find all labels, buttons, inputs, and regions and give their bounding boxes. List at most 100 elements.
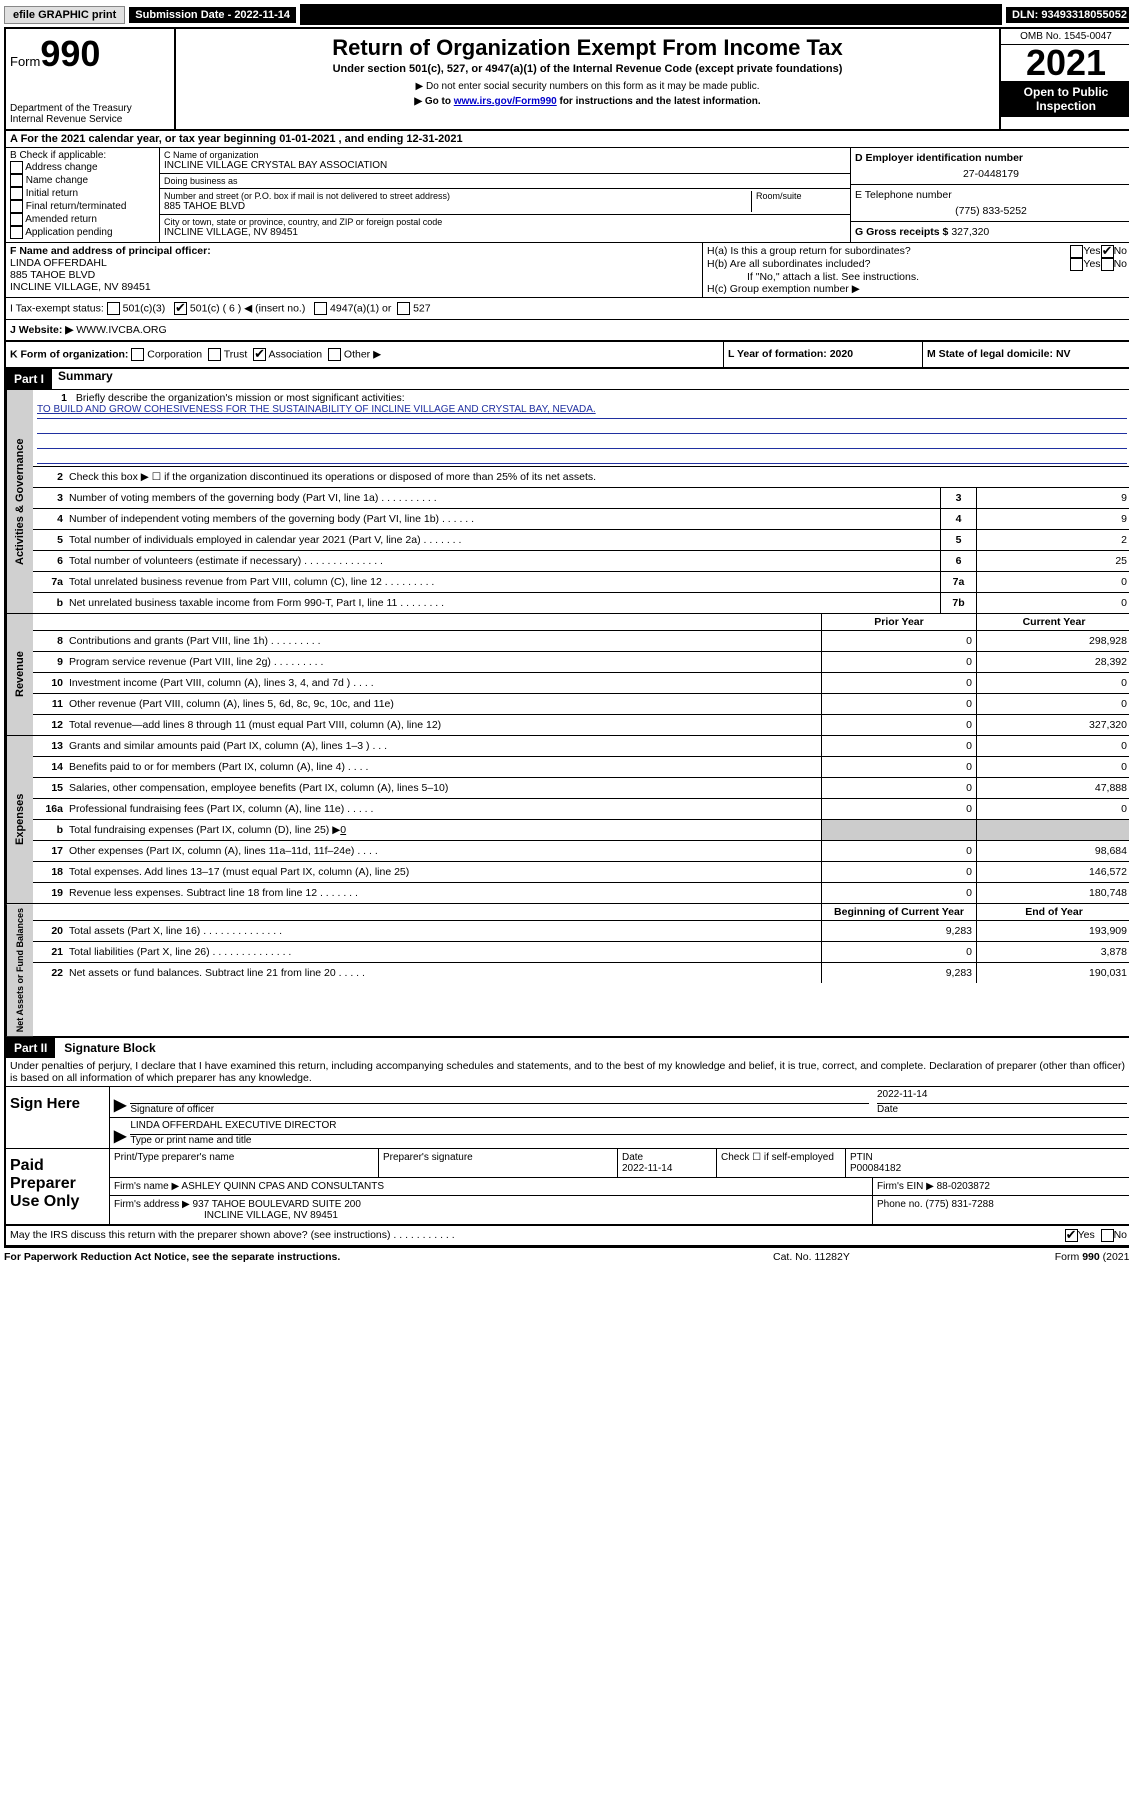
line16a-curr: 0 xyxy=(976,799,1129,819)
opt-app-pending[interactable]: Application pending xyxy=(10,226,155,239)
sig-officer-label: Signature of officer xyxy=(130,1104,869,1115)
section-deg: D Employer identification number 27-0448… xyxy=(851,148,1129,242)
ha-no-checkbox[interactable] xyxy=(1101,245,1114,258)
sign-here-row: Sign Here ▶ Signature of officer 2022-11… xyxy=(6,1086,1129,1148)
k-assoc: Association xyxy=(268,348,322,360)
dept-label: Department of the Treasury xyxy=(10,103,170,114)
opt-text: Final return/terminated xyxy=(26,201,127,212)
phone-value: (775) 833-5252 xyxy=(855,205,1127,217)
footer-center: Cat. No. 11282Y xyxy=(773,1251,973,1263)
hc-label: H(c) Group exemption number ▶ xyxy=(707,283,1127,295)
line2-text: Check this box ▶ ☐ if the organization d… xyxy=(69,469,1129,485)
line12: 12Total revenue—add lines 8 through 11 (… xyxy=(33,715,1129,735)
line10: 10Investment income (Part VIII, column (… xyxy=(33,673,1129,694)
line7a-text: Total unrelated business revenue from Pa… xyxy=(69,574,940,590)
line11-curr: 0 xyxy=(976,694,1129,714)
line19-curr: 180,748 xyxy=(976,883,1129,903)
section-m: M State of legal domicile: NV xyxy=(922,342,1129,367)
city-label: City or town, state or province, country… xyxy=(164,217,846,227)
discuss-text: May the IRS discuss this return with the… xyxy=(10,1229,1065,1242)
dba-label: Doing business as xyxy=(164,176,846,186)
line13-text: Grants and similar amounts paid (Part IX… xyxy=(69,738,821,754)
line19-prior: 0 xyxy=(821,883,976,903)
opt-initial-return[interactable]: Initial return xyxy=(10,187,155,200)
hb-yes-checkbox[interactable] xyxy=(1070,258,1083,271)
part2-title: Signature Block xyxy=(58,1041,155,1055)
firm-phone-value: (775) 831-7288 xyxy=(925,1199,993,1210)
section-j-row: J Website: ▶ WWW.IVCBA.ORG xyxy=(6,320,1129,342)
vert-rev-label: Revenue xyxy=(6,614,33,735)
section-c: C Name of organization INCLINE VILLAGE C… xyxy=(160,148,851,242)
line9-curr: 28,392 xyxy=(976,652,1129,672)
line2: 2Check this box ▶ ☐ if the organization … xyxy=(33,466,1129,488)
line19-text: Revenue less expenses. Subtract line 18 … xyxy=(69,885,821,901)
officer-addr1: 885 TAHOE BLVD xyxy=(10,269,698,281)
k-assoc-checkbox[interactable] xyxy=(253,348,266,361)
paid-preparer-row: Paid Preparer Use Only Print/Type prepar… xyxy=(6,1148,1129,1226)
line15-prior: 0 xyxy=(821,778,976,798)
line15-text: Salaries, other compensation, employee b… xyxy=(69,780,821,796)
vert-na-label: Net Assets or Fund Balances xyxy=(6,904,33,1036)
efile-print-button[interactable]: efile GRAPHIC print xyxy=(4,6,125,24)
section-fh: F Name and address of principal officer:… xyxy=(6,243,1129,298)
line13: 13Grants and similar amounts paid (Part … xyxy=(33,736,1129,757)
line8-text: Contributions and grants (Part VIII, lin… xyxy=(69,633,821,649)
ptin-label: PTIN xyxy=(850,1152,1127,1163)
discuss-yes-checkbox[interactable] xyxy=(1065,1229,1078,1242)
527-checkbox[interactable] xyxy=(397,302,410,315)
discuss-no-checkbox[interactable] xyxy=(1101,1229,1114,1242)
k-other-checkbox[interactable] xyxy=(328,348,341,361)
officer-label: F Name and address of principal officer: xyxy=(10,245,698,257)
form-title: Return of Organization Exempt From Incom… xyxy=(180,35,995,61)
line16b-curr xyxy=(976,820,1129,840)
section-f: F Name and address of principal officer:… xyxy=(6,243,703,297)
k-trust-checkbox[interactable] xyxy=(208,348,221,361)
line10-curr: 0 xyxy=(976,673,1129,693)
line6-text: Total number of volunteers (estimate if … xyxy=(69,553,940,569)
line11-prior: 0 xyxy=(821,694,976,714)
line8-curr: 298,928 xyxy=(976,631,1129,651)
prep-row1: Print/Type preparer's name Preparer's si… xyxy=(110,1149,1129,1178)
501c3-checkbox[interactable] xyxy=(107,302,120,315)
page-footer: For Paperwork Reduction Act Notice, see … xyxy=(4,1247,1129,1266)
line11-text: Other revenue (Part VIII, column (A), li… xyxy=(69,696,821,712)
form-header: Form990 Department of the Treasury Inter… xyxy=(6,29,1129,131)
org-name-label: C Name of organization xyxy=(164,150,846,160)
city-value: INCLINE VILLAGE, NV 89451 xyxy=(164,227,846,238)
section-i: I Tax-exempt status: 501(c)(3) 501(c) ( … xyxy=(6,298,1129,319)
opt-amended-return[interactable]: Amended return xyxy=(10,213,155,226)
form-label-text: Form xyxy=(10,54,40,69)
501c-checkbox[interactable] xyxy=(174,302,187,315)
prep-date-value: 2022-11-14 xyxy=(622,1163,712,1174)
website-value: WWW.IVCBA.ORG xyxy=(76,324,166,336)
irs-link[interactable]: www.irs.gov/Form990 xyxy=(454,96,557,107)
k-corp-checkbox[interactable] xyxy=(131,348,144,361)
sig-date-label: Date xyxy=(877,1104,1127,1115)
opt-final-return[interactable]: Final return/terminated xyxy=(10,200,155,213)
line16a-text: Professional fundraising fees (Part IX, … xyxy=(69,801,821,817)
line20: 20Total assets (Part X, line 16) . . . .… xyxy=(33,921,1129,942)
ptin-value: P00084182 xyxy=(850,1163,1127,1174)
rev-col-header: Prior Year Current Year xyxy=(33,614,1129,631)
line20-boy: 9,283 xyxy=(821,921,976,941)
line7b-val: 0 xyxy=(976,593,1129,613)
row-a-text: A For the 2021 calendar year, or tax yea… xyxy=(10,133,463,145)
line17-prior: 0 xyxy=(821,841,976,861)
4947-checkbox[interactable] xyxy=(314,302,327,315)
line3-text: Number of voting members of the governin… xyxy=(69,490,940,506)
footer-right-bold: 990 xyxy=(1082,1251,1100,1263)
j-label: J Website: ▶ xyxy=(10,324,73,336)
net-assets-section: Net Assets or Fund Balances Beginning of… xyxy=(6,904,1129,1038)
self-employed-check[interactable]: Check ☐ if self-employed xyxy=(717,1149,846,1177)
exp-body: 13Grants and similar amounts paid (Part … xyxy=(33,736,1129,903)
submission-date: Submission Date - 2022-11-14 xyxy=(129,7,296,23)
org-name: INCLINE VILLAGE CRYSTAL BAY ASSOCIATION xyxy=(164,160,846,171)
opt-name-change[interactable]: Name change xyxy=(10,174,155,187)
line16b-val: 0 xyxy=(340,824,346,836)
opt-address-change[interactable]: Address change xyxy=(10,161,155,174)
org-name-row: C Name of organization INCLINE VILLAGE C… xyxy=(160,148,850,174)
hb-no-checkbox[interactable] xyxy=(1101,258,1114,271)
line12-prior: 0 xyxy=(821,715,976,735)
ha-yes-checkbox[interactable] xyxy=(1070,245,1083,258)
line5-val: 2 xyxy=(976,530,1129,550)
